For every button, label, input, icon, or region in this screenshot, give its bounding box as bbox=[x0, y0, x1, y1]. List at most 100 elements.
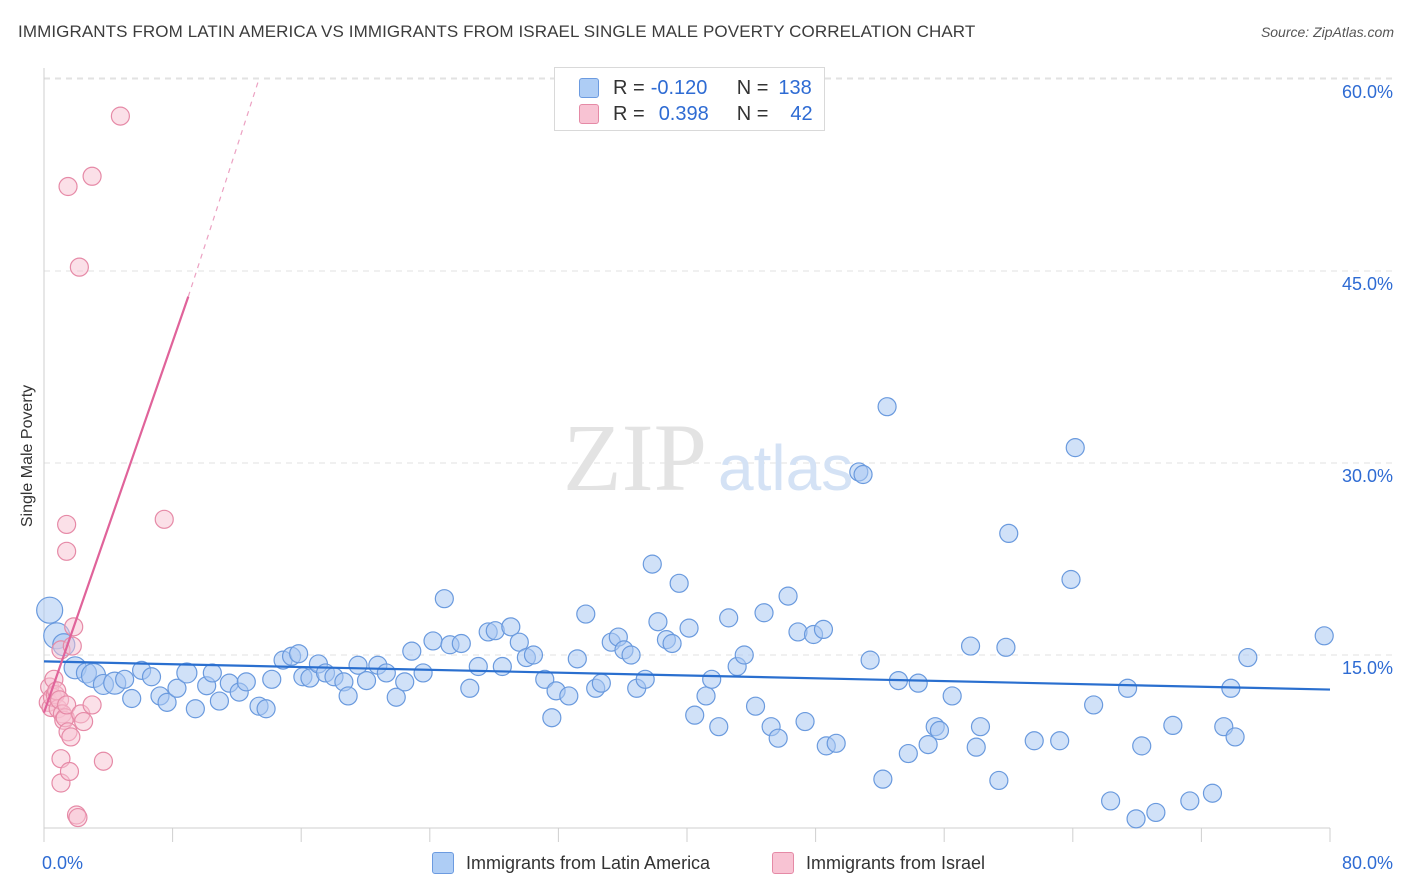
y-tick-label: 45.0% bbox=[1342, 274, 1393, 294]
y-tick-label: 60.0% bbox=[1342, 82, 1393, 102]
data-point bbox=[559, 686, 579, 706]
data-point bbox=[122, 688, 142, 709]
source-label: Source: ZipAtlas.com bbox=[1260, 24, 1394, 40]
legend-n-label: N = bbox=[736, 102, 769, 125]
data-point bbox=[679, 618, 699, 638]
data-point bbox=[68, 807, 88, 828]
data-point bbox=[57, 541, 77, 561]
data-point bbox=[57, 514, 77, 535]
data-point bbox=[970, 717, 991, 737]
legend-r-value: 0.398 bbox=[658, 102, 709, 125]
data-point bbox=[57, 695, 77, 715]
data-point bbox=[157, 692, 177, 712]
data-point bbox=[69, 257, 89, 277]
data-point bbox=[669, 573, 689, 593]
data-point bbox=[795, 711, 815, 732]
data-point bbox=[1101, 791, 1121, 811]
y-tick-label: 30.0% bbox=[1342, 466, 1393, 486]
data-point bbox=[702, 669, 722, 689]
trend-line-latin-america bbox=[43, 660, 1331, 691]
data-point bbox=[154, 509, 174, 529]
data-point bbox=[754, 603, 774, 623]
data-point bbox=[898, 743, 918, 764]
data-point bbox=[115, 669, 135, 689]
data-point bbox=[826, 733, 846, 753]
legend-swatch-pink bbox=[579, 104, 599, 124]
data-point bbox=[696, 686, 716, 706]
data-point bbox=[1024, 731, 1044, 751]
data-point bbox=[1065, 438, 1085, 458]
data-point bbox=[1146, 802, 1166, 823]
data-point bbox=[873, 769, 893, 789]
legend-label: Immigrants from Israel bbox=[806, 852, 986, 873]
data-point bbox=[685, 705, 705, 725]
data-point bbox=[535, 669, 555, 689]
legend-r-label: R = bbox=[613, 102, 645, 125]
series-israel bbox=[38, 106, 174, 828]
data-point bbox=[36, 596, 64, 624]
data-point bbox=[1238, 647, 1258, 668]
legend-item-israel[interactable]: Immigrants from Israel bbox=[772, 852, 985, 874]
data-point bbox=[492, 656, 512, 677]
data-point bbox=[1314, 626, 1334, 646]
data-point bbox=[960, 636, 981, 656]
data-point bbox=[209, 691, 230, 711]
data-point bbox=[185, 699, 205, 719]
legend-swatch-blue bbox=[579, 78, 599, 98]
legend-item-latin-america[interactable]: Immigrants from Latin America bbox=[432, 852, 710, 874]
data-point bbox=[591, 673, 611, 693]
data-point bbox=[423, 631, 443, 651]
trend-line-israel bbox=[42, 296, 190, 713]
legend-row-latin-america: R = -0.120 N = 138 bbox=[555, 76, 812, 100]
data-point bbox=[908, 673, 928, 693]
data-point bbox=[918, 734, 938, 755]
data-point bbox=[642, 554, 662, 574]
data-point bbox=[1117, 678, 1138, 698]
data-point bbox=[635, 669, 655, 689]
data-point bbox=[82, 166, 102, 186]
data-point bbox=[1225, 727, 1245, 747]
data-point bbox=[1180, 791, 1200, 811]
trend-lines bbox=[42, 78, 1331, 713]
gridlines bbox=[44, 77, 1395, 656]
data-point bbox=[176, 662, 198, 684]
data-point bbox=[662, 633, 682, 654]
data-point bbox=[853, 464, 873, 485]
data-point bbox=[1202, 783, 1223, 803]
data-point bbox=[778, 586, 798, 606]
data-point bbox=[93, 751, 114, 771]
data-point bbox=[1050, 731, 1070, 751]
y-tick-label: 15.0% bbox=[1342, 658, 1393, 678]
legend-r-label: R = bbox=[613, 76, 645, 99]
legend-swatch-blue bbox=[432, 852, 454, 874]
tick-labels: 15.0% 30.0% 45.0% 60.0% 0.0% 80.0% bbox=[42, 82, 1393, 873]
data-point bbox=[966, 737, 986, 757]
data-point bbox=[386, 687, 406, 707]
series-legend: Immigrants from Latin America Immigrants… bbox=[0, 852, 1406, 878]
data-point bbox=[877, 397, 897, 417]
data-point bbox=[813, 619, 834, 640]
data-point bbox=[989, 770, 1009, 791]
data-point bbox=[460, 678, 480, 698]
data-point bbox=[768, 728, 788, 748]
data-point bbox=[996, 637, 1016, 657]
series-latin-america bbox=[36, 397, 1334, 829]
data-point bbox=[1132, 736, 1152, 756]
legend-row-israel: R = 0.398 N = 42 bbox=[555, 102, 813, 126]
data-point bbox=[74, 711, 94, 732]
data-point bbox=[621, 645, 641, 665]
data-point bbox=[202, 663, 222, 683]
legend-n-value: 138 bbox=[778, 76, 812, 99]
data-point bbox=[860, 650, 880, 670]
data-point bbox=[1061, 569, 1081, 590]
data-point bbox=[434, 589, 454, 609]
data-point bbox=[1163, 715, 1183, 736]
watermark: ZIP atlas bbox=[563, 404, 853, 511]
legend-r-value: -0.120 bbox=[650, 76, 708, 99]
data-point bbox=[376, 663, 396, 683]
data-point bbox=[413, 663, 433, 683]
data-point bbox=[289, 644, 309, 664]
data-point bbox=[523, 645, 544, 665]
x-tick-label: 80.0% bbox=[1342, 853, 1393, 873]
data-point bbox=[61, 727, 81, 747]
